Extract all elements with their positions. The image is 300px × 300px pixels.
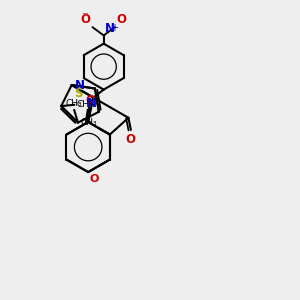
Text: O: O xyxy=(117,13,127,26)
Text: N: N xyxy=(75,80,85,92)
Text: +: + xyxy=(110,23,118,33)
Text: CH₃: CH₃ xyxy=(80,118,97,127)
Text: O: O xyxy=(90,174,99,184)
Text: CH₃: CH₃ xyxy=(76,100,93,109)
Text: O: O xyxy=(85,94,95,107)
Text: O: O xyxy=(126,133,136,146)
Text: S: S xyxy=(74,87,82,101)
Text: N: N xyxy=(105,22,115,34)
Text: CH₃: CH₃ xyxy=(66,99,83,108)
Text: O: O xyxy=(81,13,91,26)
Text: ⁻: ⁻ xyxy=(81,10,88,23)
Text: N: N xyxy=(86,97,97,110)
